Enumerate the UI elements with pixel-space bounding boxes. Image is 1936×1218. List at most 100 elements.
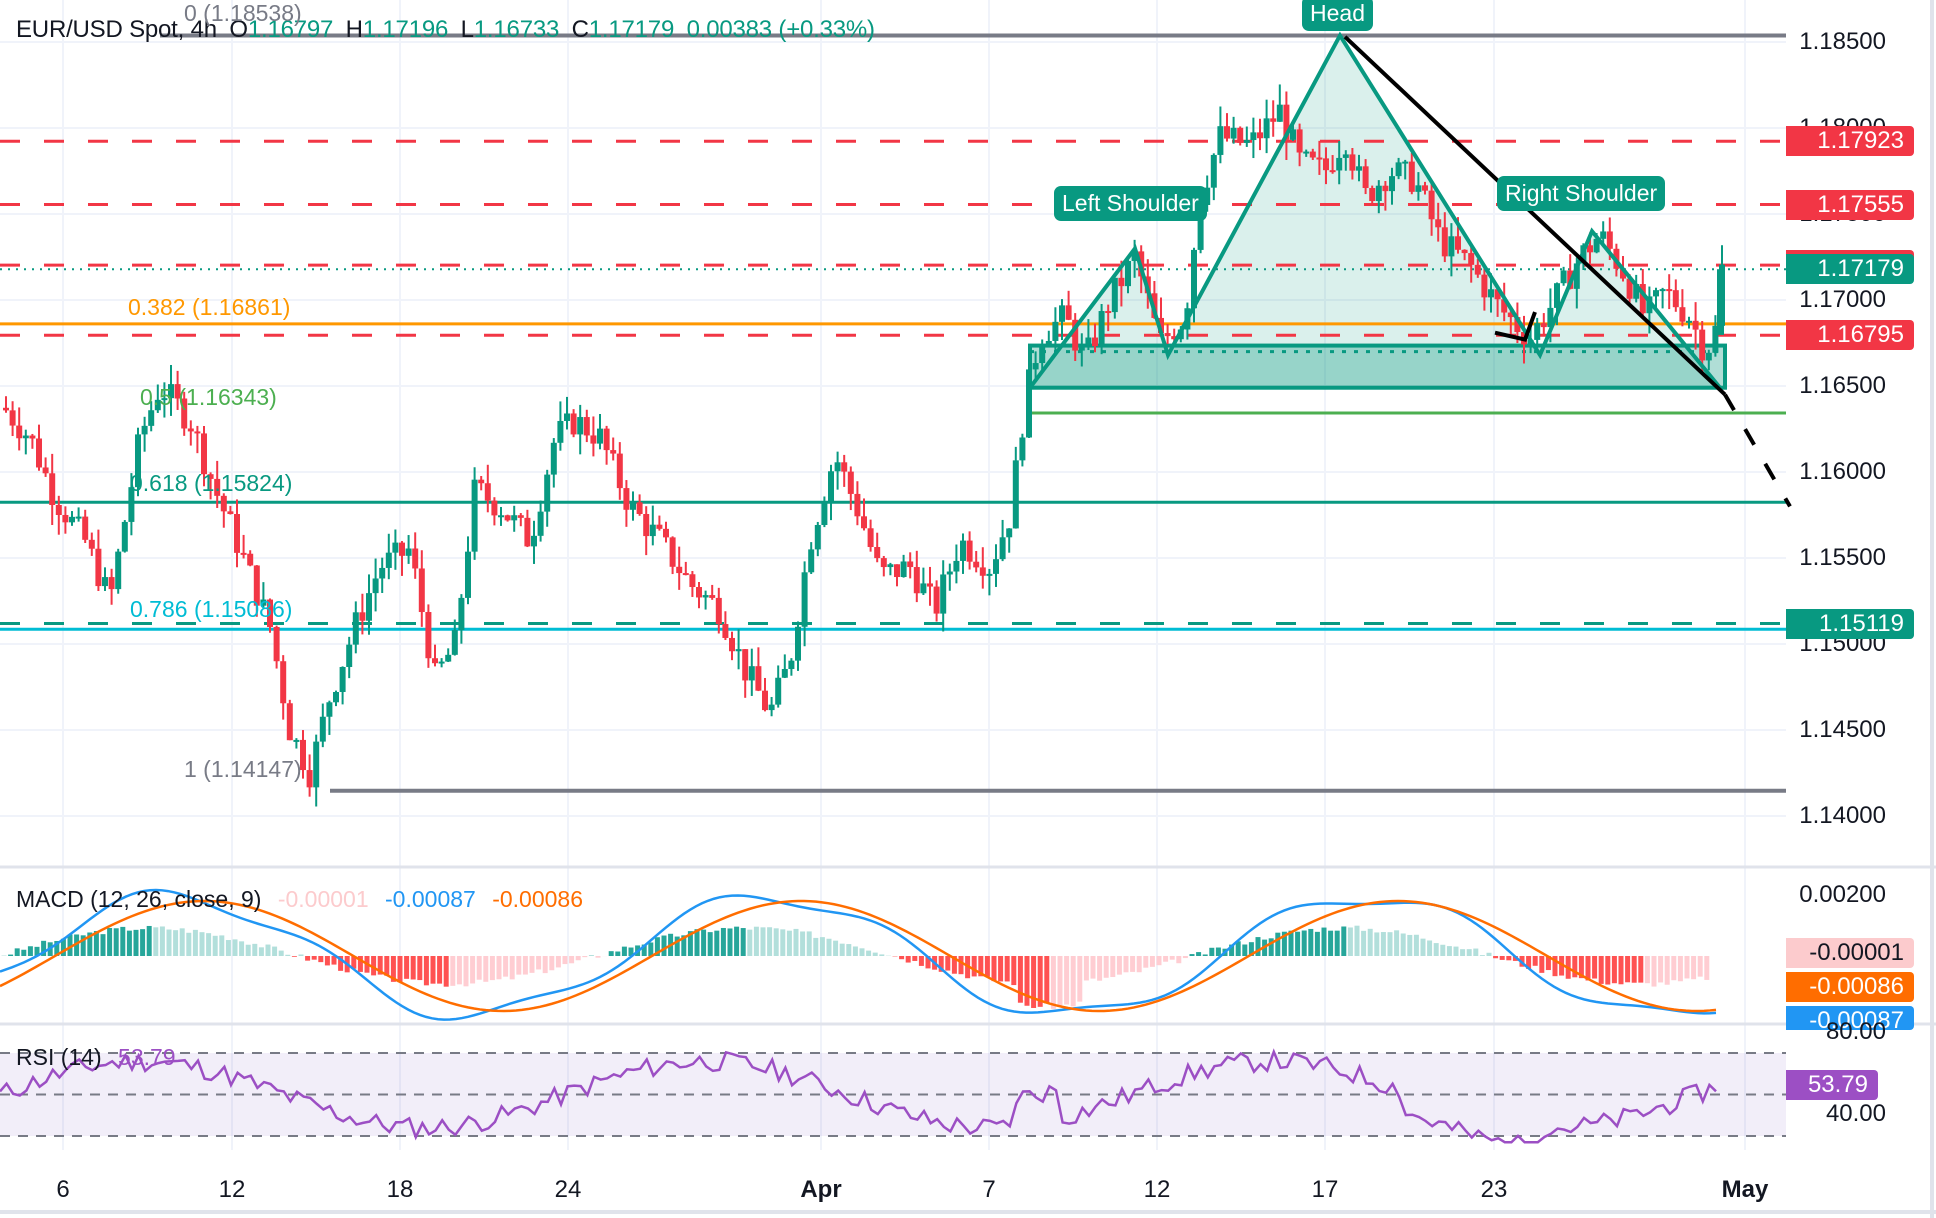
macd-histogram-bar: [371, 956, 377, 976]
macd-histogram-bar: [476, 956, 482, 980]
candle-body: [1131, 251, 1138, 261]
macd-histogram-bar: [813, 937, 819, 956]
pattern-drawings[interactable]: [1028, 31, 1792, 508]
candle-body: [9, 410, 16, 426]
candle-body: [1369, 188, 1376, 202]
open-label: O1.16797: [229, 16, 334, 43]
candle-body: [1593, 238, 1600, 253]
candle-body: [187, 428, 194, 432]
head-label[interactable]: Head: [1302, 0, 1373, 31]
candle-body: [168, 384, 174, 399]
candle-body: [729, 637, 735, 652]
candle-body: [1204, 187, 1211, 205]
macd-histogram-bar: [456, 956, 462, 985]
candle-body: [900, 561, 907, 578]
candle-body: [927, 583, 933, 587]
candle-body: [1514, 317, 1521, 332]
macd-histogram-bar: [529, 956, 535, 973]
price-tag: 1.17179: [1786, 254, 1914, 285]
macd-histogram-bar: [1242, 944, 1248, 956]
fib-label: 0 (1.18538): [184, 0, 302, 26]
change-value: 0.00383 (+0.33%): [686, 16, 875, 43]
macd-histogram-bar: [21, 949, 27, 956]
macd-histogram-bar: [1704, 956, 1710, 980]
macd-histogram-bar: [773, 928, 779, 956]
candle-body: [227, 511, 234, 515]
left-shoulder-label[interactable]: Left Shoulder: [1054, 186, 1207, 221]
time-axis-label: 12: [1143, 1176, 1171, 1203]
candle-body: [214, 478, 221, 496]
candle-body: [1375, 185, 1382, 202]
macd-histogram-bar: [219, 935, 225, 956]
macd-histogram-bar: [971, 956, 977, 977]
candle-body: [1481, 274, 1488, 298]
time-axis-label: 18: [386, 1176, 414, 1203]
macd-histogram-bar: [34, 946, 40, 956]
macd-histogram-bar: [258, 947, 264, 956]
macd-histogram-bar: [681, 935, 687, 956]
candle-body: [1679, 307, 1686, 322]
rsi-legend: RSI (14) 53.79: [16, 1044, 186, 1071]
macd-histogram-bar: [74, 934, 80, 956]
macd-histogram-bar: [859, 948, 865, 956]
candle-body: [1699, 329, 1706, 361]
time-axis-label: 17: [1311, 1176, 1339, 1203]
macd-histogram-bar: [701, 929, 707, 956]
macd-tag: -0.00086: [1786, 972, 1914, 1002]
fib-label: 0.5 (1.16343): [140, 384, 277, 410]
candle-body: [1382, 185, 1389, 192]
candle-body: [366, 593, 372, 621]
candle-body: [1633, 284, 1640, 299]
macd-histogram-bar: [272, 946, 278, 956]
time-axis-label: 24: [554, 1176, 582, 1203]
candle-body: [1283, 104, 1290, 140]
macd-histogram-bar: [1691, 956, 1697, 980]
candle-body: [1111, 277, 1118, 313]
macd-histogram-bar: [1083, 956, 1089, 981]
candle-body: [999, 537, 1006, 560]
candle-body: [979, 567, 986, 576]
symbol-title[interactable]: EUR/USD Spot, 4h: [16, 16, 217, 43]
candle-body: [663, 528, 669, 538]
macd-histogram-bar: [1493, 956, 1499, 959]
candle-body: [1296, 129, 1303, 153]
candle-body: [993, 559, 999, 574]
macd-histogram-bar: [1625, 956, 1631, 983]
candle-body: [108, 577, 115, 590]
candle-body: [841, 462, 848, 472]
macd-histogram-bar: [1288, 930, 1294, 956]
time-axis-label: 7: [982, 1176, 996, 1203]
time-axis-label: 12: [218, 1176, 246, 1203]
macd-histogram-bar: [608, 951, 614, 956]
macd-title[interactable]: MACD (12, 26, close, 9): [16, 886, 262, 912]
macd-histogram-bar: [747, 929, 753, 956]
macd-histogram-bar: [1017, 956, 1023, 1003]
candle-body: [1554, 283, 1560, 308]
macd-histogram-bar: [1545, 956, 1551, 971]
macd-histogram-bar: [978, 956, 984, 977]
macd-histogram-bar: [1163, 956, 1169, 962]
candle-body: [1573, 263, 1580, 289]
candle-body: [755, 666, 762, 691]
macd-histogram-bar: [1044, 956, 1050, 1004]
candle-body: [504, 515, 511, 521]
macd-histogram-bar: [958, 956, 964, 975]
candle-body: [907, 561, 914, 568]
macd-histogram-bar: [489, 956, 495, 981]
rsi-title[interactable]: RSI (14): [16, 1044, 102, 1070]
macd-histogram-bar: [1427, 940, 1433, 956]
candle-body: [854, 493, 861, 517]
right-shoulder-label[interactable]: Right Shoulder: [1497, 176, 1666, 211]
macd-histogram-bar: [575, 956, 581, 961]
macd-histogram-bar: [542, 956, 548, 974]
macd-histogram-bar: [694, 929, 700, 956]
macd-histogram-bar: [404, 956, 410, 979]
macd-histogram-bar: [443, 956, 449, 987]
macd-histogram-bar: [1638, 956, 1644, 983]
low-value: 1.16733: [473, 16, 560, 43]
macd-histogram-bar: [212, 935, 218, 956]
candle-body: [1012, 460, 1019, 529]
macd-histogram-bar: [1321, 927, 1327, 956]
candle-body: [1356, 166, 1362, 171]
